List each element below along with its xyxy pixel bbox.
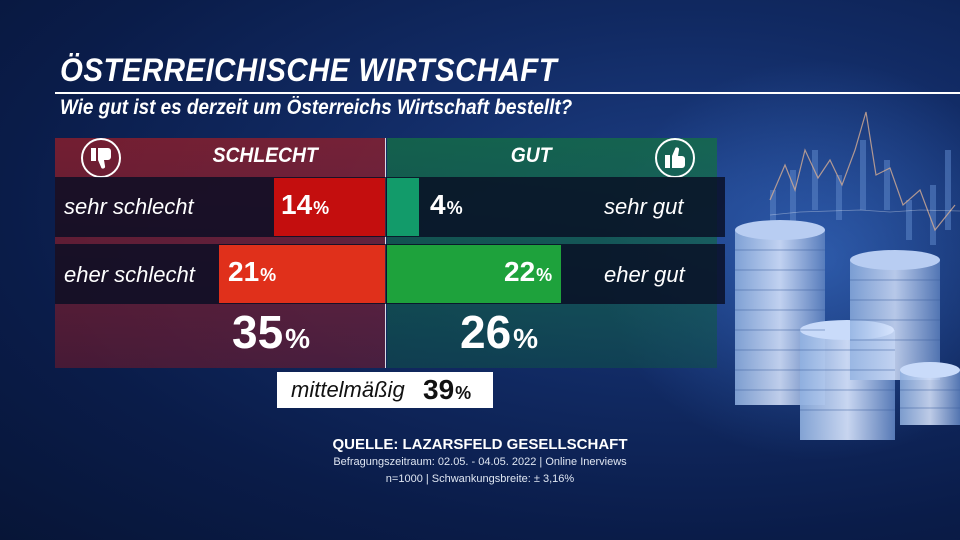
bar-sehr-gut xyxy=(387,178,419,236)
bar-eher-gut xyxy=(387,245,561,303)
source-title: QUELLE: LAZARSFELD GESELLSCHAFT xyxy=(332,436,628,453)
total-schlecht: 35% xyxy=(232,306,311,358)
source-sample-info: n=1000 | Schwankungsbreite: ± 3,16% xyxy=(385,473,575,485)
value-eher-schlecht: 21% xyxy=(228,256,277,287)
negative-header: SCHLECHT xyxy=(212,144,318,167)
source-survey-period: Befragungszeitraum: 02.05. - 04.05. 2022… xyxy=(333,456,627,468)
value-mittelmaessig: 39% xyxy=(423,374,472,405)
positive-header: GUT xyxy=(510,144,552,167)
bar-eher-schlecht xyxy=(219,245,385,303)
label-eher-gut: eher gut xyxy=(604,262,685,287)
thumbs-down-icon xyxy=(80,137,122,179)
bar-sehr-schlecht xyxy=(274,178,385,236)
label-mittelmaessig: mittelmäßig xyxy=(291,377,405,402)
title-underline xyxy=(55,92,960,94)
label-sehr-gut: sehr gut xyxy=(604,194,684,219)
page-subtitle: Wie gut ist es derzeit um Österreichs Wi… xyxy=(60,96,573,119)
thumbs-up-icon xyxy=(654,137,696,179)
label-sehr-schlecht: sehr schlecht xyxy=(64,194,194,219)
total-gut: 26% xyxy=(460,306,539,358)
neutral-box: mittelmäßig 39% xyxy=(277,372,493,408)
page-title: ÖSTERREICHISCHE WIRTSCHAFT xyxy=(60,52,558,88)
label-eher-schlecht: eher schlecht xyxy=(64,262,195,287)
value-eher-gut: 22% xyxy=(504,256,553,287)
value-sehr-schlecht: 14% xyxy=(281,189,330,220)
value-sehr-gut: 4% xyxy=(430,189,463,220)
